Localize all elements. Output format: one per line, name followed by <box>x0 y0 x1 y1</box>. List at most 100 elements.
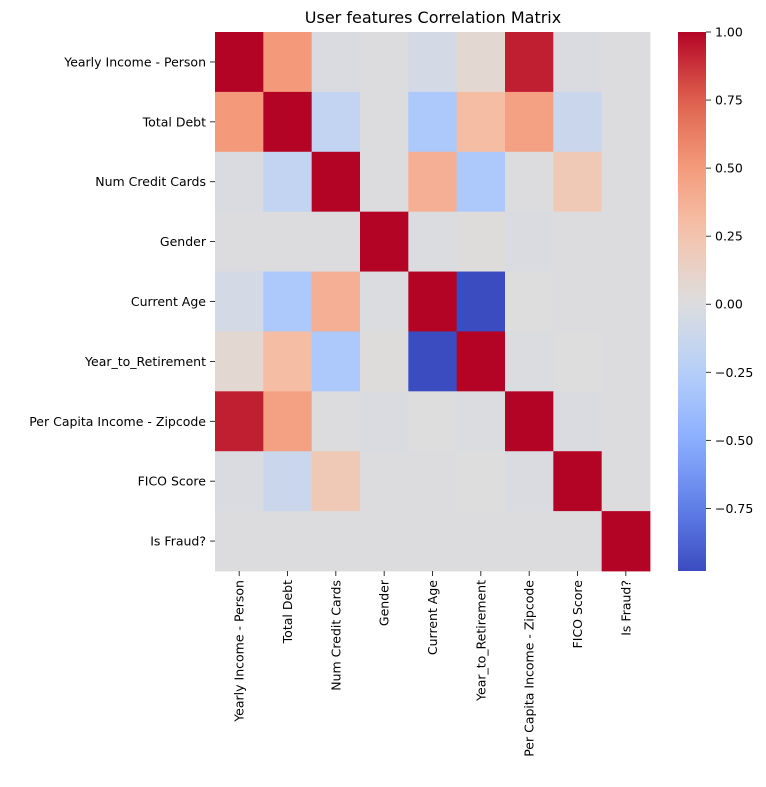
heatmap-cell-8-1 <box>263 511 313 572</box>
heatmap-cell-4-4 <box>408 271 458 332</box>
heatmap-cell-8-3 <box>360 511 409 572</box>
heatmap-cell-7-2 <box>311 451 361 512</box>
heatmap-cell-7-8 <box>601 451 651 512</box>
colorbar-tick-label: −0.75 <box>715 501 753 516</box>
heatmap-cell-7-1 <box>263 451 313 512</box>
heatmap-cell-5-2 <box>311 331 361 392</box>
heatmap-cell-4-3 <box>360 271 409 332</box>
heatmap-cells <box>215 32 651 572</box>
heatmap-cell-1-7 <box>553 91 603 153</box>
y-tick-label: FICO Score <box>138 474 207 489</box>
heatmap-cell-8-6 <box>505 511 554 572</box>
heatmap-cell-7-3 <box>360 451 409 512</box>
x-tick-label: Gender <box>377 579 392 626</box>
colorbar-tick-label: 0.00 <box>715 297 743 312</box>
heatmap-cell-1-1 <box>263 91 313 153</box>
heatmap-cell-7-5 <box>456 451 506 512</box>
heatmap-cell-6-3 <box>360 391 409 452</box>
heatmap-cell-6-0 <box>215 391 264 452</box>
heatmap-cell-2-5 <box>456 151 506 213</box>
heatmap-cell-2-7 <box>553 151 603 213</box>
heatmap-cell-1-8 <box>601 91 651 153</box>
heatmap-cell-4-0 <box>215 271 264 332</box>
colorbar-tick-label: 0.50 <box>715 161 743 176</box>
heatmap-cell-6-4 <box>408 391 458 452</box>
heatmap-cell-2-0 <box>215 151 264 213</box>
colorbar: 1.00 0.75 0.50 0.25 0.00 −0.25 −0.50 −0.75 <box>678 25 753 571</box>
y-tick-labels: Yearly Income - Person Total Debt Num Cred… <box>29 54 215 549</box>
heatmap-cell-0-5 <box>456 32 506 93</box>
heatmap-cell-0-6 <box>505 32 554 93</box>
heatmap-cell-2-6 <box>505 151 554 213</box>
heatmap-cell-4-2 <box>311 271 361 332</box>
colorbar-tick-label: 0.25 <box>715 229 743 244</box>
heatmap-cell-0-0 <box>215 32 264 93</box>
heatmap-cell-3-5 <box>456 211 506 272</box>
heatmap-cell-3-2 <box>311 211 361 272</box>
heatmap-cell-0-8 <box>601 32 651 93</box>
x-tick-labels: Yearly Income - Person Total Debt Num Cred… <box>232 571 633 757</box>
heatmap-cell-5-8 <box>601 331 651 392</box>
heatmap-cell-1-2 <box>311 91 361 153</box>
heatmap-cell-1-3 <box>360 91 409 153</box>
y-tick-label: Current Age <box>131 294 206 309</box>
heatmap-cell-7-6 <box>505 451 554 512</box>
y-tick-label: Total Debt <box>142 114 206 129</box>
x-tick-label: Total Debt <box>280 580 295 644</box>
heatmap-cell-3-0 <box>215 211 264 272</box>
heatmap-cell-2-2 <box>311 151 361 213</box>
heatmap-cell-5-5 <box>456 331 506 392</box>
heatmap-cell-0-4 <box>408 32 458 93</box>
heatmap-cell-4-1 <box>263 271 313 332</box>
heatmap-cell-1-6 <box>505 91 554 153</box>
heatmap-cell-5-6 <box>505 331 554 392</box>
heatmap-cell-2-3 <box>360 151 409 213</box>
heatmap-cell-8-8 <box>601 511 651 572</box>
heatmap-cell-5-3 <box>360 331 409 392</box>
heatmap-cell-5-1 <box>263 331 313 392</box>
x-tick-label: Yearly Income - Person <box>232 580 247 723</box>
heatmap-cell-3-8 <box>601 211 651 272</box>
x-tick-label: Num Credit Cards <box>328 580 343 691</box>
heatmap-cell-0-2 <box>311 32 361 93</box>
x-tick-label: Year_to_Retirement <box>473 580 488 702</box>
heatmap-cell-4-7 <box>553 271 603 332</box>
heatmap-cell-2-1 <box>263 151 313 213</box>
heatmap-cell-5-0 <box>215 331 264 392</box>
x-tick-label: Current Age <box>425 580 440 655</box>
colorbar-tick-label: 0.75 <box>715 93 743 108</box>
heatmap-cell-3-4 <box>408 211 458 272</box>
heatmap-cell-4-8 <box>601 271 651 332</box>
y-tick-label: Year_to_Retirement <box>84 354 206 369</box>
x-tick-label: FICO Score <box>570 580 585 649</box>
heatmap-cell-8-7 <box>553 511 603 572</box>
colorbar-gradient <box>678 32 706 571</box>
x-tick-label: Per Capita Income - Zipcode <box>522 580 537 757</box>
heatmap-cell-8-5 <box>456 511 506 572</box>
heatmap-cell-0-3 <box>360 32 409 93</box>
heatmap-cell-6-6 <box>505 391 554 452</box>
y-tick-label: Num Credit Cards <box>95 174 206 189</box>
heatmap-cell-5-4 <box>408 331 458 392</box>
heatmap-cell-6-7 <box>553 391 603 452</box>
heatmap-cell-1-4 <box>408 91 458 153</box>
heatmap-cell-3-6 <box>505 211 554 272</box>
heatmap-cell-7-0 <box>215 451 264 512</box>
y-tick-label: Is Fraud? <box>150 534 206 549</box>
heatmap-cell-6-5 <box>456 391 506 452</box>
heatmap-cell-3-1 <box>263 211 313 272</box>
heatmap-cell-8-2 <box>311 511 361 572</box>
x-tick-label: Is Fraud? <box>618 580 633 636</box>
heatmap-cell-7-4 <box>408 451 458 512</box>
heatmap-cell-1-5 <box>456 91 506 153</box>
heatmap-cell-4-6 <box>505 271 554 332</box>
colorbar-tick-label: 1.00 <box>715 25 743 40</box>
colorbar-tick-label: −0.25 <box>715 365 753 380</box>
heatmap-cell-3-3 <box>360 211 409 272</box>
heatmap-cell-8-0 <box>215 511 264 572</box>
heatmap-cell-5-7 <box>553 331 603 392</box>
heatmap-cell-4-5 <box>456 271 506 332</box>
y-tick-label: Yearly Income - Person <box>63 54 206 69</box>
